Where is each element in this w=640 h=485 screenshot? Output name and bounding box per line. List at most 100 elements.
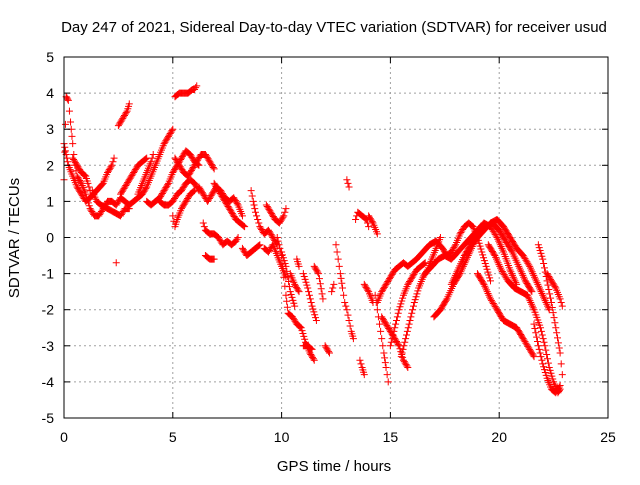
data-point — [126, 174, 134, 182]
data-point — [211, 181, 219, 189]
data-point — [189, 188, 197, 196]
data-point — [545, 363, 553, 371]
data-point — [277, 216, 285, 224]
data-point — [542, 371, 550, 379]
data-point — [520, 275, 528, 283]
data-point — [309, 355, 317, 363]
data-point — [131, 167, 139, 175]
data-point — [357, 360, 365, 368]
data-point — [222, 200, 230, 208]
data-point — [75, 186, 83, 194]
data-point — [210, 255, 218, 263]
data-point — [527, 348, 535, 356]
data-point — [414, 287, 422, 295]
data-point — [486, 277, 494, 285]
data-point — [281, 208, 289, 216]
data-point — [149, 150, 157, 158]
data-point — [404, 324, 412, 332]
data-point — [162, 184, 170, 192]
data-point — [68, 132, 76, 140]
data-point — [180, 182, 188, 190]
data-point — [239, 221, 247, 229]
data-point — [493, 234, 501, 241]
data-point — [164, 132, 172, 140]
y-tick-label: 3 — [46, 121, 54, 137]
data-point — [457, 228, 465, 236]
data-point — [546, 290, 554, 298]
data-point — [525, 344, 533, 352]
data-point — [531, 324, 539, 332]
data-point — [283, 267, 291, 275]
data-point — [104, 169, 112, 177]
data-point — [534, 241, 542, 249]
data-point — [509, 273, 517, 281]
data-point — [118, 187, 126, 195]
data-point — [224, 202, 232, 210]
data-point — [304, 284, 312, 292]
data-point — [85, 183, 93, 191]
data-point — [88, 208, 96, 216]
data-point — [538, 289, 546, 297]
data-point — [121, 110, 129, 118]
data-point — [450, 244, 458, 252]
data-point — [230, 194, 238, 202]
data-point — [518, 270, 526, 278]
data-point — [337, 274, 345, 282]
data-point — [557, 360, 565, 368]
data-point — [526, 264, 534, 272]
data-point — [383, 279, 391, 287]
x-tick-label: 10 — [274, 429, 290, 445]
data-point — [191, 161, 199, 169]
data-point — [539, 291, 547, 299]
data-point — [207, 192, 215, 200]
data-point — [169, 212, 177, 220]
data-point — [290, 299, 298, 307]
data-point — [543, 300, 551, 308]
data-point — [182, 197, 190, 205]
data-point — [80, 171, 88, 179]
data-point — [554, 339, 562, 347]
data-point — [405, 279, 413, 287]
data-point — [404, 280, 412, 288]
data-point — [221, 197, 229, 205]
data-point — [533, 337, 541, 345]
data-point — [476, 242, 484, 250]
data-point — [324, 346, 332, 354]
data-point — [382, 363, 390, 371]
data-point — [545, 272, 553, 280]
data-point — [216, 236, 224, 244]
data-point — [407, 313, 415, 321]
data-point — [509, 271, 517, 279]
data-point — [247, 187, 255, 195]
data-point — [157, 191, 165, 199]
data-point — [208, 190, 216, 198]
data-point — [108, 161, 116, 169]
data-point — [536, 246, 544, 254]
data-point — [74, 184, 82, 192]
data-point — [550, 281, 558, 289]
data-point — [127, 173, 135, 181]
data-point — [517, 268, 525, 276]
data-point — [301, 335, 309, 343]
data-point — [178, 205, 186, 213]
data-point — [191, 187, 199, 195]
data-point — [228, 210, 236, 218]
data-point — [280, 273, 288, 281]
data-point — [498, 244, 506, 252]
data-point — [283, 303, 291, 311]
data-point — [297, 324, 305, 332]
data-point — [535, 244, 543, 252]
data-point — [540, 293, 548, 301]
data-point — [541, 369, 549, 377]
data-point — [115, 120, 123, 128]
data-point — [360, 371, 368, 379]
data-point — [74, 174, 82, 182]
data-point — [380, 317, 388, 325]
data-point — [483, 265, 491, 273]
data-point — [381, 354, 389, 362]
data-point — [264, 204, 272, 212]
data-point — [490, 250, 498, 258]
data-point — [526, 297, 534, 305]
data-point — [362, 283, 370, 291]
data-point — [61, 143, 69, 151]
